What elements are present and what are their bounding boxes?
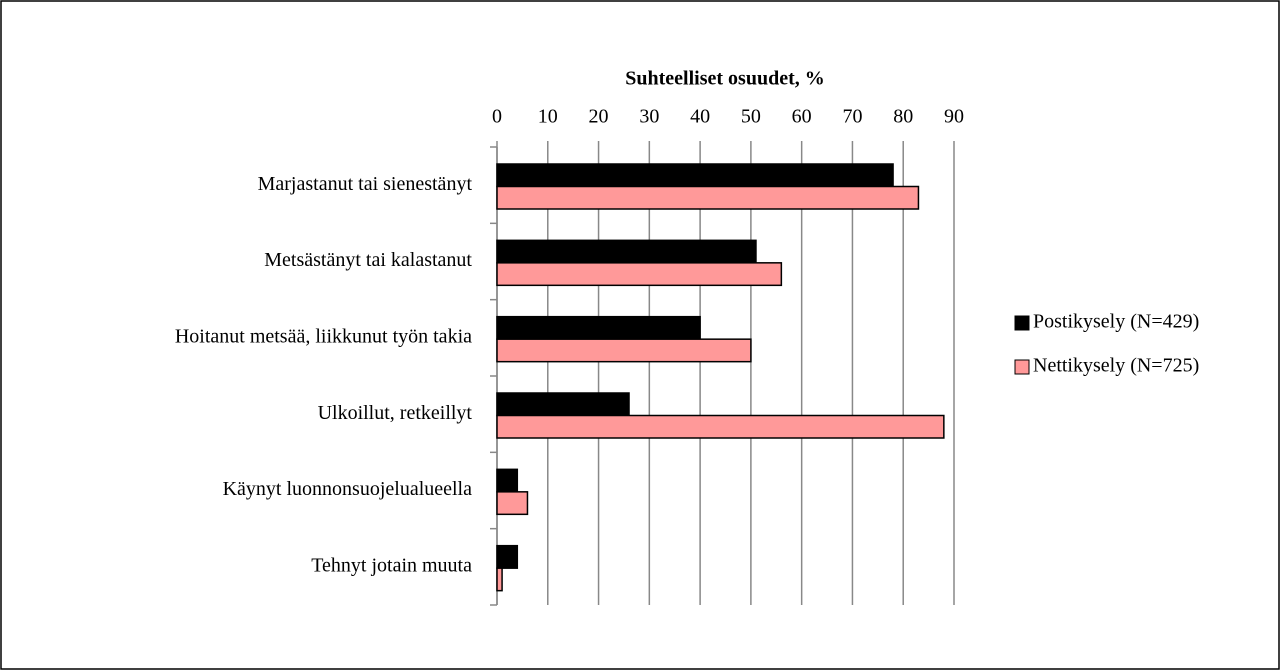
bar [496,185,920,210]
bar [496,544,519,569]
bar [496,468,519,493]
y-tick-label: Ulkoillut, retkeillyt [318,402,473,424]
bar [496,567,503,592]
x-tick-label: 30 [639,106,659,128]
legend-swatch [1014,315,1030,331]
bar [496,315,701,340]
y-tick-label: Metsästänyt tai kalastanut [264,249,472,271]
bar [496,491,529,516]
y-tick-label: Marjastanut tai sienestänyt [258,173,473,195]
bar [496,239,757,264]
x-tick-label: 80 [893,106,913,128]
x-tick-label: 60 [792,106,812,128]
y-tick-label: Tehnyt jotain muuta [311,554,472,576]
y-tick-label: Hoitanut metsää, liikkunut työn takia [175,325,472,347]
x-tick-label: 70 [842,106,862,128]
chart-title: Suhteelliset osuudet, % [625,68,824,90]
x-tick-label: 40 [690,106,710,128]
legend-label: Nettikysely (N=725) [1033,355,1199,377]
legend-label: Postikysely (N=429) [1033,311,1199,333]
y-tick-label: Käynyt luonnonsuojelualueella [223,478,473,500]
x-tick-label: 20 [589,106,609,128]
bar [496,414,945,439]
x-tick-label: 10 [538,106,558,128]
legend-swatch [1014,359,1030,375]
bar [496,338,752,363]
x-tick-label: 0 [492,106,502,128]
bar [496,392,630,417]
bar [496,262,783,287]
x-tick-label: 90 [944,106,964,128]
x-tick-label: 50 [741,106,761,128]
bar [496,163,894,188]
